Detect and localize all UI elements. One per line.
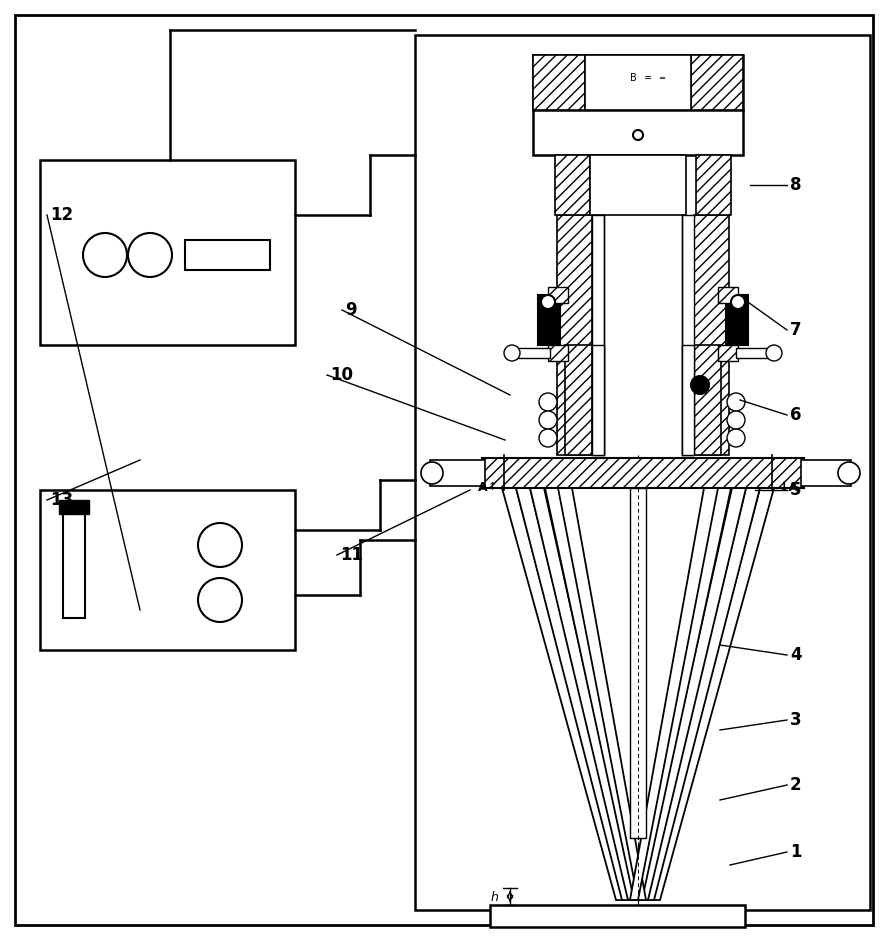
Bar [585,55,691,110]
Bar [694,215,729,455]
Circle shape [539,429,557,447]
Bar [682,345,694,455]
Circle shape [727,429,745,447]
Polygon shape [558,488,646,900]
Text: =: = [644,73,652,83]
Bar [548,287,568,303]
Bar [40,490,295,650]
Circle shape [633,130,643,140]
Text: ↑: ↑ [488,482,497,492]
Circle shape [766,345,782,361]
Text: 4: 4 [790,646,802,664]
Bar [696,155,731,215]
Bar [691,55,743,110]
Polygon shape [630,488,718,900]
Polygon shape [634,488,731,900]
Text: 8: 8 [790,176,802,194]
Bar [490,905,745,927]
Circle shape [198,523,242,567]
Bar [694,345,721,455]
Bar [415,35,870,910]
Circle shape [421,462,443,484]
Bar [533,55,743,110]
Text: 9: 9 [345,301,357,319]
Text: h: h [490,890,498,903]
Bar [510,348,550,358]
Text: 2: 2 [790,776,802,794]
Bar [565,345,592,455]
Text: 11: 11 [340,546,363,564]
Bar [590,155,686,215]
Circle shape [504,345,520,361]
Bar [63,508,85,618]
Circle shape [198,578,242,622]
Bar [533,110,743,155]
Text: 6: 6 [790,406,802,424]
Bar [604,215,682,455]
Circle shape [727,393,745,411]
Polygon shape [530,488,636,900]
Bar [718,345,738,361]
Bar [59,500,89,514]
Text: 5: 5 [790,481,802,499]
Polygon shape [545,488,642,900]
Bar [533,55,585,110]
Bar [592,215,604,455]
Bar [592,345,604,455]
Polygon shape [652,488,774,900]
Circle shape [731,295,745,309]
Text: ═: ═ [660,73,664,83]
Circle shape [838,462,860,484]
Bar [538,295,560,345]
Bar [726,295,748,345]
Bar [718,287,738,303]
Polygon shape [646,488,760,900]
Polygon shape [502,488,624,900]
Bar [557,215,592,455]
Bar [801,460,851,486]
Bar [185,240,270,270]
Circle shape [727,411,745,429]
Circle shape [541,295,555,309]
Bar [736,348,776,358]
Bar [430,460,485,486]
Bar [555,155,590,215]
Text: 13: 13 [50,491,73,509]
Text: B: B [630,73,637,83]
Circle shape [539,393,557,411]
Bar [630,488,646,838]
Bar [548,345,568,361]
Text: 3: 3 [790,711,802,729]
Polygon shape [516,488,630,900]
Text: ↓A: ↓A [779,481,799,494]
Bar [40,160,295,345]
Text: 7: 7 [790,321,802,339]
Circle shape [128,233,172,277]
Text: 10: 10 [330,366,353,384]
Circle shape [83,233,127,277]
Polygon shape [640,488,746,900]
Text: A: A [479,481,488,494]
Bar [682,215,694,455]
Circle shape [691,376,709,394]
Circle shape [539,411,557,429]
Bar [482,458,804,488]
Text: 1: 1 [790,843,802,861]
Text: 12: 12 [50,206,73,224]
